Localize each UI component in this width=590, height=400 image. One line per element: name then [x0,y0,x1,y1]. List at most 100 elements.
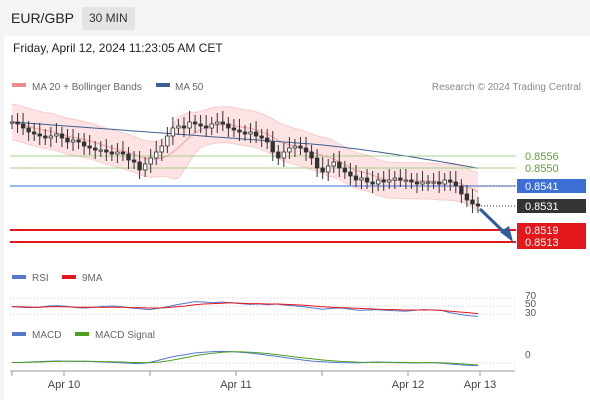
rsi-ma-legend-swatch [62,275,76,279]
candle-body [431,181,436,184]
x-axis: Apr 10 Apr 11 Apr 12 Apr 13 [11,371,496,391]
ma50-legend-label: MA 50 [175,82,204,93]
candle-body [20,123,26,129]
candle-body [298,145,303,149]
candle-body [453,181,458,187]
copyright-label: Research © 2024 Trading Central [432,82,581,93]
macd-signal-line [11,351,479,366]
symbol-title: EUR/GBP [11,10,75,26]
candle-body [126,153,131,161]
bollinger-legend-label: MA 20 + Bollinger Bands [32,82,142,93]
candle-body [181,125,187,129]
last-price-badge [517,199,586,213]
candle-body [381,179,386,183]
candle-body [137,161,142,171]
candle-body [226,123,231,129]
candle-body [81,141,87,147]
rsi-ma-line [12,302,479,315]
candle-body [198,123,203,127]
candle-body [159,145,164,153]
candle-body [459,185,464,195]
candle-body [425,181,431,184]
support-badge [517,223,586,237]
candle-body [320,167,325,173]
candle-body [242,131,248,135]
header-bar: EUR/GBP 30 MIN [0,0,590,38]
candle-body [326,165,331,173]
rsi-pane [10,297,516,317]
pivot-badge [517,179,586,193]
candle-body [331,161,336,167]
candle-body [165,135,170,147]
macd-label-zero: 0 [525,350,531,361]
candle-body [203,125,209,129]
support-label: 0.8519 [525,225,559,237]
bollinger-legend-swatch [12,83,26,87]
timeframe-button[interactable]: 30 MIN [82,7,135,30]
candle-body [154,151,159,159]
candle-body [59,133,65,139]
bollinger-band [12,104,478,212]
datetime-label: Friday, April 12, 2024 11:23:05 AM CET [13,41,223,55]
candle-body [403,179,409,182]
candle-body [192,121,198,125]
forecast-arrowhead [500,226,513,242]
candle-body [364,177,370,183]
candle-body [448,179,453,183]
candle-body [220,121,225,125]
candle-body [87,145,92,149]
candle-body [32,131,37,135]
macd-pane [10,350,516,367]
candle-body [93,147,98,151]
candle-body [253,131,259,137]
candle-body [387,179,392,183]
x-axis-label: Apr 10 [48,379,80,391]
candle-body [420,181,425,185]
candle-body [353,175,359,181]
candle-body [359,177,364,181]
candle-body [348,171,353,177]
candle-body [115,151,120,155]
support-badge [517,235,586,249]
candle-body [15,121,20,125]
candle-body [292,145,298,149]
candle-body [9,121,15,124]
rsi-legend-swatch [12,275,26,279]
candle-body [398,177,403,181]
candle-body [209,123,214,129]
candle-body [98,149,103,152]
candle-body [287,147,292,153]
macd-signal-legend-label: MACD Signal [95,330,155,341]
candle-body [70,139,76,143]
x-axis-label: Apr 11 [220,379,252,391]
candle-body [281,151,287,159]
macd-legend-swatch [12,332,26,336]
candle-body [65,137,70,143]
rsi-label-50: 50 [525,299,537,310]
candle-body [37,133,42,137]
candle-body [104,149,109,153]
candle-body [375,179,381,185]
candle-body [76,139,81,143]
candle-body [409,179,414,183]
candle-body [342,167,348,173]
candle-body [142,163,148,171]
candle-body [131,159,137,163]
candle-body [436,181,442,185]
rsi-legend-label: RSI [32,273,49,284]
rsi-label-70: 70 [525,291,537,302]
candle-body [276,151,281,159]
bollinger-lower [11,139,479,212]
bollinger-upper [11,103,479,173]
candle-body [270,141,275,153]
candle-body [109,151,115,155]
candle-body [54,133,59,137]
last-price-label: 0.8531 [525,201,559,213]
candle-body [215,121,220,125]
x-axis-label: Apr 12 [392,379,424,391]
candle-body [48,135,54,139]
rsi-label-30: 30 [525,308,537,319]
